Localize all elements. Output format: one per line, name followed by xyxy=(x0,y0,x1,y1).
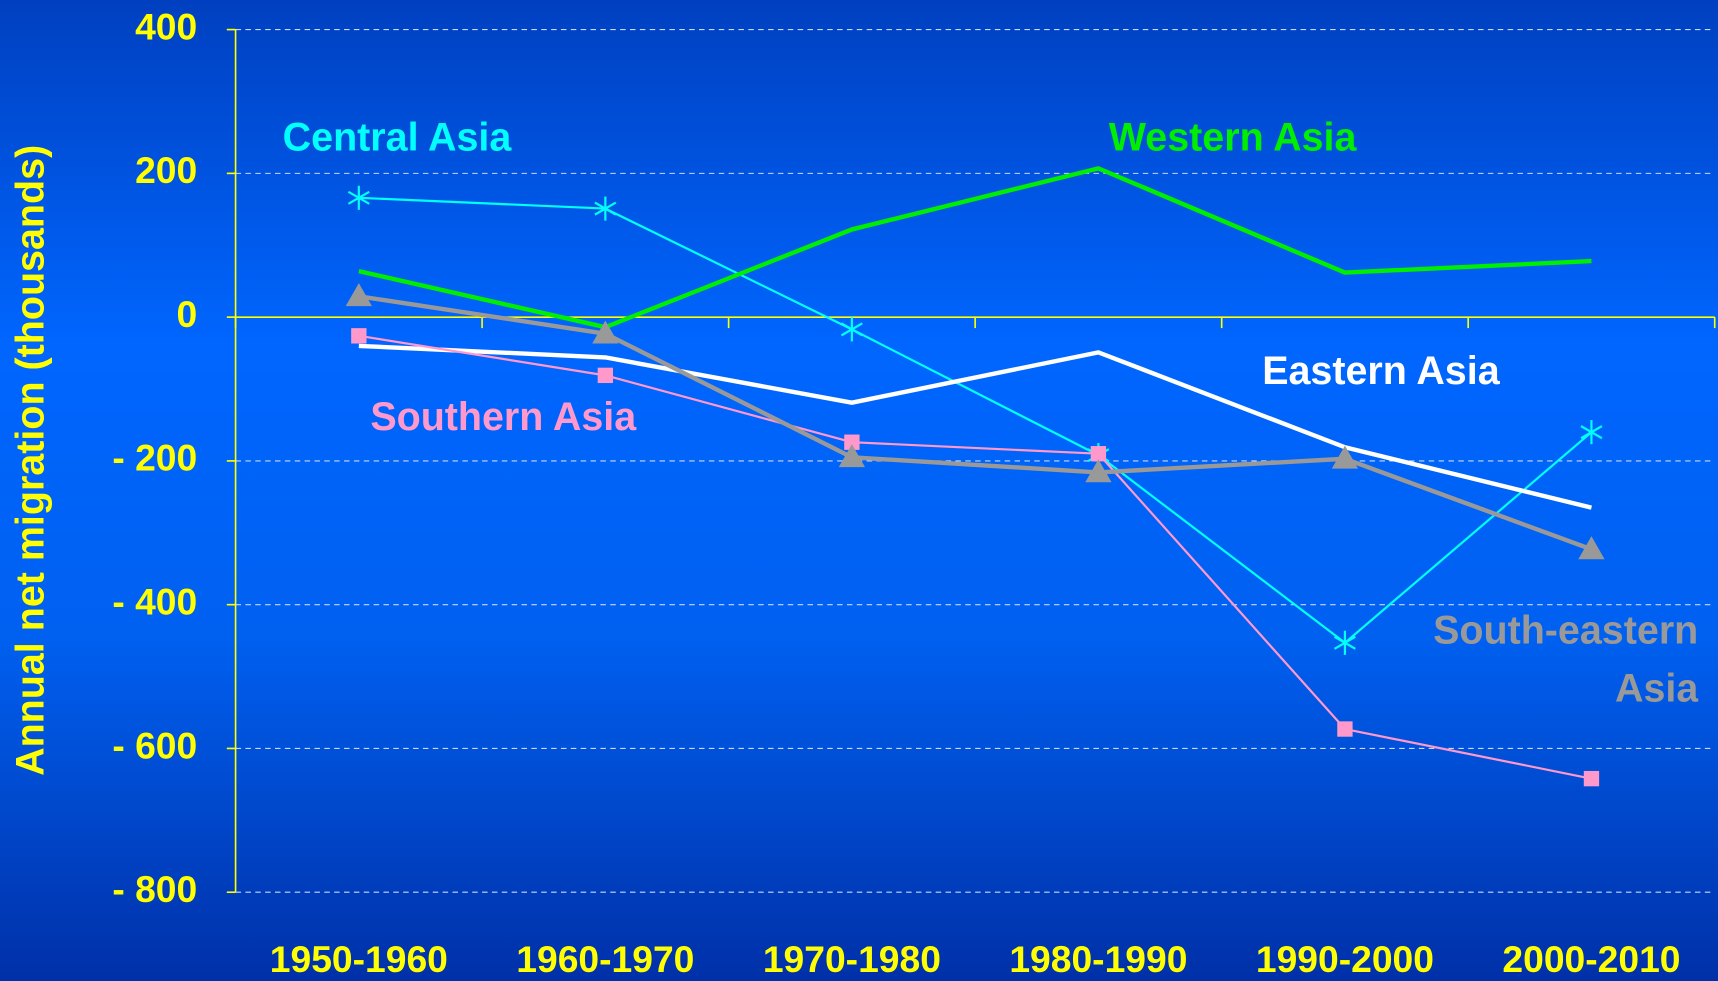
marker xyxy=(840,317,863,342)
marker-stroke xyxy=(840,322,863,337)
series-line xyxy=(358,294,1593,552)
marker-stroke xyxy=(347,190,370,205)
series-label: Central Asia xyxy=(283,116,513,160)
x-tick-label: 2000-2010 xyxy=(1502,938,1680,980)
series-line xyxy=(358,343,1592,510)
marker-stroke xyxy=(1333,635,1356,650)
series-line xyxy=(358,166,1592,330)
marker xyxy=(1331,445,1359,469)
y-tick-label: 200 xyxy=(135,149,197,191)
marker xyxy=(1580,420,1603,445)
series-label: South-eastern Asia xyxy=(1433,607,1699,711)
x-tick-label: 1970-1980 xyxy=(763,938,941,980)
marker xyxy=(592,320,619,344)
marker xyxy=(347,185,370,210)
marker xyxy=(844,434,860,450)
series-label: Southern Asia xyxy=(370,395,637,439)
series-label: Eastern Asia xyxy=(1262,349,1500,393)
y-tick-label: - 800 xyxy=(112,868,197,910)
marker xyxy=(594,196,617,221)
marker xyxy=(1333,630,1356,655)
x-tick-label: 1990-2000 xyxy=(1256,938,1434,980)
x-tick-label: 1980-1990 xyxy=(1009,938,1187,980)
marker xyxy=(1583,770,1600,787)
y-tick-label: - 600 xyxy=(112,724,197,766)
marker xyxy=(1090,446,1107,462)
series-label: Western Asia xyxy=(1109,116,1358,160)
marker xyxy=(1085,459,1112,483)
y-axis-title: Annual net migration (thousands) xyxy=(8,145,52,776)
marker-stroke xyxy=(1580,425,1603,440)
marker xyxy=(838,444,866,468)
y-tick-label: 0 xyxy=(177,293,198,335)
marker xyxy=(345,283,372,307)
series-line xyxy=(358,196,1593,644)
y-tick-label: 400 xyxy=(135,5,197,47)
x-tick-label: 1960-1970 xyxy=(516,938,694,980)
marker-stroke xyxy=(594,201,617,216)
marker xyxy=(597,367,614,384)
y-tick-label: - 200 xyxy=(112,437,197,479)
marker xyxy=(1578,536,1605,560)
series-line xyxy=(358,334,1592,780)
series-label-box: South-eastern Asia xyxy=(1433,607,1699,711)
marker xyxy=(1337,721,1353,737)
y-tick-label: - 400 xyxy=(112,581,197,623)
x-tick-label: 1950-1960 xyxy=(270,938,448,980)
marker xyxy=(351,328,367,344)
